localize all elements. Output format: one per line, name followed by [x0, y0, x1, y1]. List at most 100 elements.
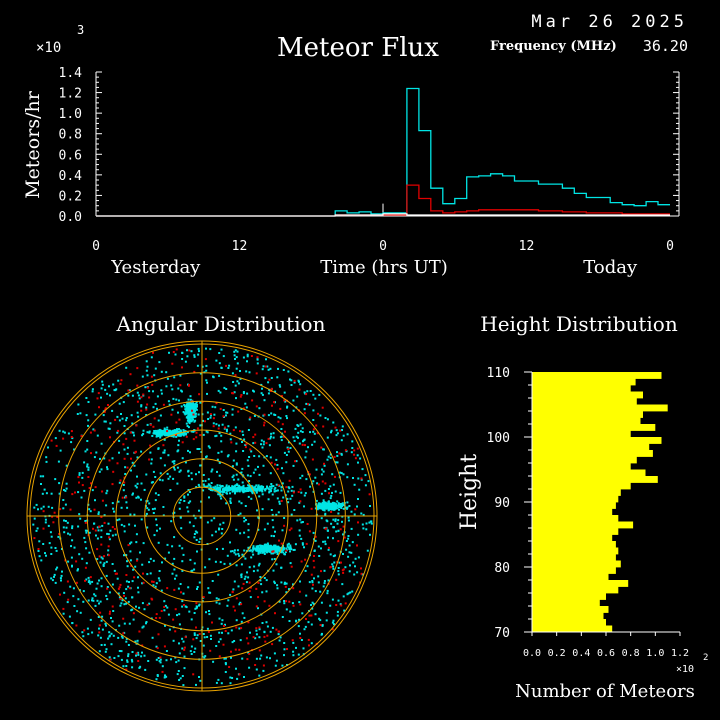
angular-point: [206, 381, 208, 384]
angular-point: [313, 440, 316, 443]
angular-point: [199, 434, 202, 437]
angular-point: [118, 481, 121, 484]
angular-point: [187, 420, 190, 423]
angular-point: [285, 461, 288, 464]
angular-point: [234, 384, 237, 387]
angular-point: [105, 504, 108, 507]
angular-point: [275, 489, 278, 492]
angular-point: [188, 422, 191, 425]
angular-point: [118, 586, 121, 589]
angular-point: [78, 553, 81, 556]
angular-point: [168, 429, 171, 432]
angular-point: [256, 547, 259, 550]
angular-point: [81, 631, 84, 634]
angular-point: [258, 407, 261, 410]
angular-point: [236, 677, 239, 680]
angular-point: [360, 512, 363, 515]
angular-point: [177, 444, 180, 447]
angular-point: [306, 390, 309, 393]
angular-point: [179, 374, 182, 377]
angular-point: [81, 476, 84, 479]
angular-point: [75, 560, 78, 563]
angular-point: [101, 490, 104, 493]
angular-point: [309, 390, 312, 392]
angular-point: [336, 614, 339, 617]
angular-point: [135, 654, 137, 657]
angular-point: [89, 618, 92, 621]
angular-point: [261, 548, 264, 551]
angular-point: [239, 639, 242, 642]
angular-point: [201, 600, 204, 603]
angular-point: [234, 358, 236, 360]
angular-point: [225, 411, 228, 414]
angular-point: [53, 511, 56, 514]
angular-point: [144, 668, 147, 671]
angular-point: [116, 519, 119, 522]
angular-point: [229, 500, 232, 503]
angular-point: [222, 415, 225, 418]
angular-point: [335, 604, 338, 606]
angular-point: [90, 482, 92, 485]
height-bar: [532, 378, 636, 386]
angular-point: [137, 586, 139, 589]
angular-point: [118, 451, 120, 454]
angular-point: [290, 565, 293, 568]
angular-point: [293, 439, 296, 442]
angular-point: [332, 565, 335, 568]
angular-point: [155, 518, 158, 521]
angular-point: [256, 569, 259, 572]
angular-point: [259, 548, 262, 551]
angular-point: [346, 506, 349, 509]
angular-point: [322, 470, 325, 473]
angular-point: [342, 553, 344, 555]
angular-point: [299, 430, 302, 433]
angular-point: [293, 379, 296, 382]
angular-point: [104, 388, 107, 391]
angular-point: [263, 553, 266, 555]
angular-point: [118, 624, 121, 627]
angular-point: [86, 465, 89, 468]
angular-point: [189, 500, 192, 503]
angular-point: [230, 650, 232, 653]
angular-point: [217, 427, 220, 430]
height-bar: [532, 404, 668, 412]
angular-point: [209, 649, 212, 652]
angular-point: [101, 524, 104, 527]
angular-title: Angular Distribution: [116, 312, 326, 336]
angular-point: [317, 483, 320, 486]
angular-point: [156, 431, 159, 434]
angular-point: [67, 560, 70, 563]
angular-point: [196, 448, 199, 450]
angular-point: [269, 548, 271, 551]
angular-point: [179, 677, 182, 680]
angular-point: [245, 406, 248, 409]
angular-point: [257, 596, 260, 599]
angular-point: [64, 489, 67, 492]
angular-point: [99, 457, 101, 460]
angular-point: [323, 580, 326, 582]
angular-point: [75, 624, 78, 627]
angular-point: [171, 388, 174, 391]
angular-point: [170, 658, 172, 661]
angular-point: [269, 485, 271, 488]
angular-point: [175, 661, 178, 664]
angular-point: [250, 556, 253, 559]
angular-point: [183, 429, 186, 432]
angular-point: [236, 489, 239, 492]
angular-point: [98, 624, 101, 627]
angular-point: [196, 403, 198, 406]
angular-point: [196, 588, 198, 590]
angular-point: [118, 650, 121, 652]
angular-point: [155, 524, 158, 527]
angular-point: [163, 451, 166, 454]
angular-point: [327, 579, 330, 582]
angular-point: [220, 682, 223, 685]
angular-point: [319, 619, 322, 622]
angular-point: [175, 574, 178, 577]
angular-point: [136, 400, 139, 403]
angular-point: [183, 412, 186, 415]
angular-point: [354, 508, 357, 511]
angular-point: [123, 525, 126, 528]
angular-point: [146, 573, 149, 576]
angular-point: [236, 483, 239, 486]
